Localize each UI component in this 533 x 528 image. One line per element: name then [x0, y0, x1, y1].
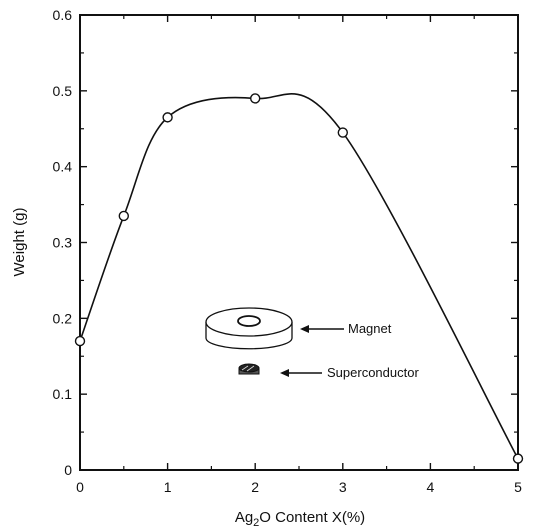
magnet-arrow: [300, 325, 344, 333]
data-points: [74, 93, 524, 464]
data-point: [162, 112, 173, 123]
y-axis-title: Weight (g): [11, 208, 28, 277]
y-tick-label: 0.5: [53, 83, 73, 99]
x-tick-label: 2: [251, 479, 259, 495]
fitted-curve: [79, 93, 519, 460]
data-point: [249, 93, 261, 104]
x-tick-label: 1: [164, 479, 172, 495]
superconductor-illustration: [238, 363, 260, 375]
x-axis-title-subscript: 2: [253, 517, 259, 528]
x-tick-label: 5: [514, 479, 522, 495]
y-tick-label: 0.4: [53, 159, 73, 175]
superconductor-disk-top: [238, 363, 260, 373]
x-tick-label: 0: [76, 479, 84, 495]
superconductor-hatch: [246, 365, 255, 372]
superconductor-arrow-head: [280, 369, 289, 377]
y-tick-label: 0.2: [53, 310, 73, 326]
x-axis-title-main: Ag: [235, 509, 253, 526]
magnet-arrow-head: [300, 325, 309, 333]
data-point: [337, 127, 348, 138]
y-tick-label: 0.3: [53, 235, 73, 251]
magnet-label: Magnet: [348, 321, 392, 336]
superconductor-label: Superconductor: [327, 365, 419, 380]
x-axis-title: Ag2O Content X(%): [235, 509, 365, 528]
plot-frame: [79, 14, 519, 471]
superconductor-arrow: [280, 369, 322, 377]
x-tick-label: 4: [427, 479, 435, 495]
superconductor-hatch: [241, 365, 249, 371]
y-axis-ticks: 0 0.1 0.2 0.3 0.4 0.5 0.6: [53, 7, 518, 478]
magnet-illustration: [205, 307, 293, 350]
data-point: [512, 453, 524, 464]
data-point: [118, 210, 130, 222]
y-tick-label: 0: [64, 462, 72, 478]
magnet-ring-hole: [237, 315, 261, 327]
x-axis-title-rest: O Content X(%): [259, 509, 365, 526]
x-tick-label: 3: [339, 479, 347, 495]
data-point: [74, 335, 86, 347]
y-tick-label: 0.6: [53, 7, 73, 23]
x-axis-ticks: 0 1 2 3 4 5: [76, 15, 522, 495]
y-tick-label: 0.1: [53, 386, 73, 402]
